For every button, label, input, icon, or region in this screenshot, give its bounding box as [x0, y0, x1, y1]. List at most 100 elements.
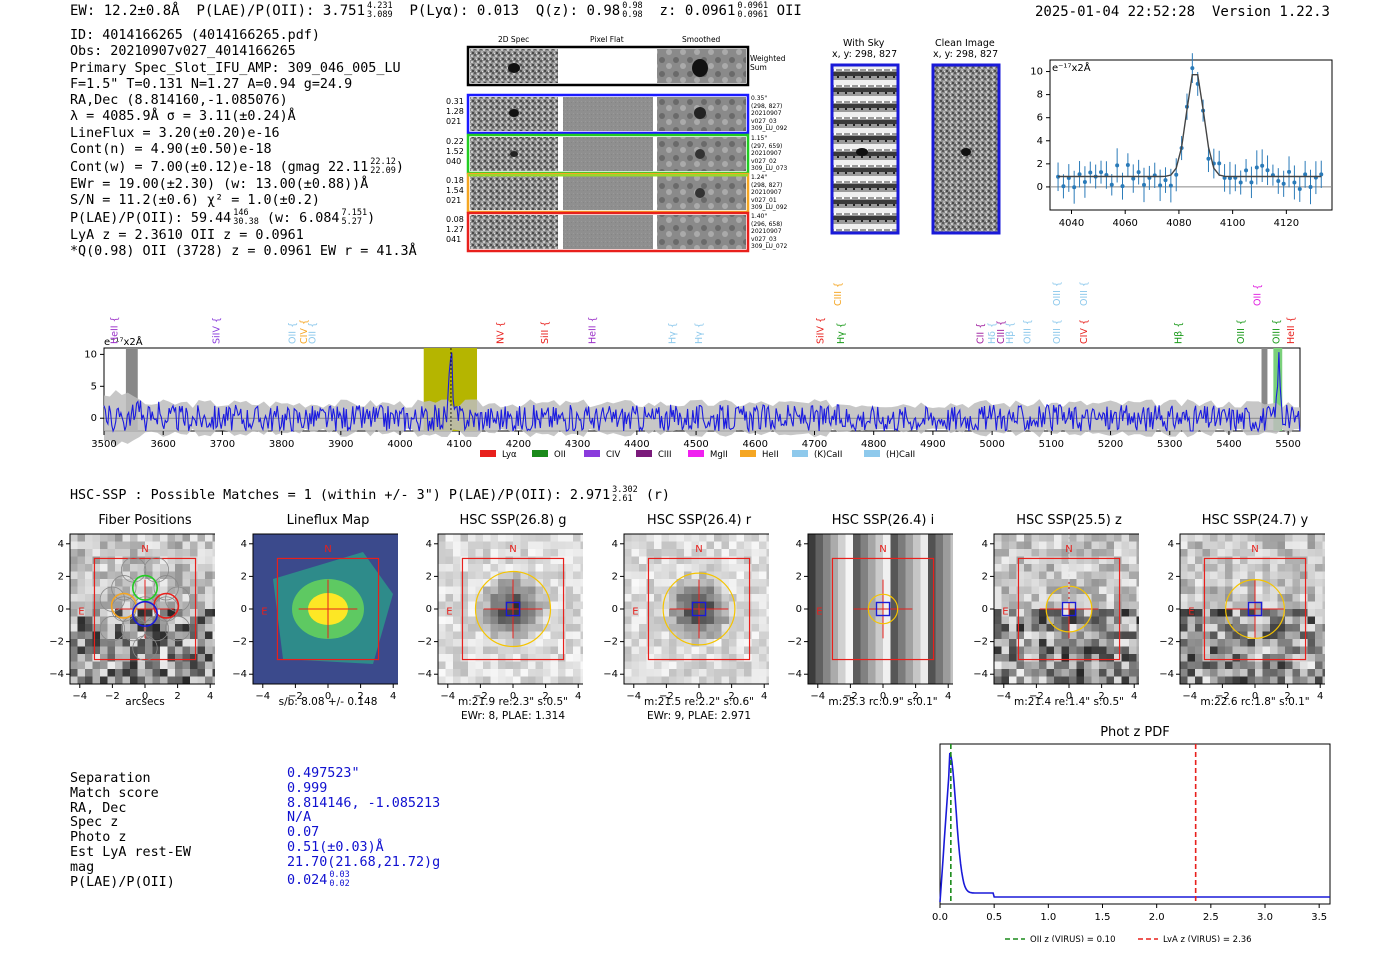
image-pixel [130, 541, 138, 550]
match-photo-z: 0.07 [287, 825, 320, 841]
image-pixel [699, 556, 707, 565]
image-pixel [1292, 564, 1301, 572]
image-pixel [1180, 549, 1188, 557]
image-pixel [823, 661, 831, 670]
image-pixel [1232, 631, 1241, 640]
image-pixel [631, 616, 640, 625]
image-pixel [573, 549, 581, 557]
panel-x-tick-label: 4 [575, 691, 581, 702]
image-pixel [1009, 669, 1017, 677]
image-pixel [453, 556, 461, 565]
image-pixel [77, 616, 86, 625]
image-pixel [624, 601, 632, 610]
image-pixel [1247, 594, 1256, 602]
panel-x-tick-label: 4 [1131, 691, 1137, 702]
image-pixel [122, 639, 131, 647]
image-pixel [744, 601, 752, 610]
spectrum-x-tick-label: 5100 [1039, 439, 1064, 450]
image-pixel [77, 549, 86, 557]
image-pixel [699, 631, 707, 640]
image-pixel [498, 594, 506, 602]
image-pixel [1210, 631, 1218, 640]
image-pixel [845, 661, 854, 670]
image-pixel [823, 541, 831, 550]
image-pixel [1121, 571, 1130, 580]
image-pixel [875, 661, 884, 670]
image-pixel [1285, 549, 1293, 557]
image-pixel [943, 601, 951, 610]
image-pixel [661, 601, 670, 610]
image-pixel [145, 609, 153, 617]
image-pixel [1084, 586, 1092, 595]
image-pixel [1255, 564, 1263, 572]
image-pixel [898, 639, 906, 647]
image-pixel [935, 571, 944, 580]
spectral-line-label: CIII { [996, 320, 1007, 344]
zoom-point [1297, 187, 1302, 192]
image-pixel [505, 579, 514, 587]
image-pixel [751, 631, 760, 640]
image-pixel [920, 661, 929, 670]
image-pixel [468, 579, 476, 587]
image-pixel [1232, 549, 1241, 557]
zoom-point [1190, 66, 1195, 71]
image-pixel [736, 571, 745, 580]
image-pixel [691, 631, 700, 640]
image-pixel [1054, 586, 1062, 595]
image-pixel [1277, 646, 1286, 655]
image-pixel [883, 631, 891, 640]
image-pixel [1300, 556, 1308, 565]
image-pixel [1076, 676, 1085, 685]
image-pixel [624, 654, 632, 662]
spectrum-x-tick-label: 5400 [1216, 439, 1241, 450]
zoom-point [1088, 170, 1093, 175]
legend-label: CIV [606, 450, 620, 460]
image-pixel [85, 624, 93, 632]
image-pixel [1307, 669, 1316, 677]
image-pixel [691, 601, 700, 610]
image-pixel [558, 639, 566, 647]
image-pixel [1009, 676, 1017, 685]
image-pixel [190, 669, 198, 677]
image-pixel [453, 631, 461, 640]
image-pixel [498, 541, 506, 550]
image-pixel [85, 631, 93, 640]
image-pixel [130, 564, 138, 572]
image-pixel [182, 534, 191, 542]
image-pixel [152, 631, 161, 640]
image-pixel [175, 676, 183, 685]
image-pixel [528, 616, 536, 625]
panel-caption: m:25.3 rc:0.9" s:0.1" [828, 696, 938, 708]
image-pixel [744, 594, 752, 602]
match-spec-z: N/A [287, 810, 312, 826]
image-pixel [490, 646, 499, 655]
image-pixel [70, 541, 78, 550]
zoom-point [1281, 181, 1286, 186]
image-pixel [1054, 639, 1062, 647]
image-pixel [580, 601, 583, 610]
compass-east: E [261, 607, 267, 618]
image-pixel [513, 631, 521, 640]
image-pixel [505, 534, 514, 542]
image-pixel [1031, 631, 1040, 640]
image-pixel [573, 646, 581, 655]
image-pixel [550, 624, 559, 632]
image-pixel [1285, 594, 1293, 602]
image-pixel [1217, 676, 1226, 685]
image-pixel [766, 601, 769, 610]
image-pixel [943, 609, 951, 617]
image-pixel [1195, 601, 1203, 610]
zoom-point [1217, 161, 1222, 166]
spectral-line-label: HeII { [110, 316, 121, 344]
image-pixel [160, 646, 168, 655]
aperture-box [1203, 557, 1307, 661]
image-pixel [1187, 631, 1196, 640]
image-pixel [890, 654, 899, 662]
image-pixel [1054, 669, 1062, 677]
image-pixel [490, 616, 499, 625]
image-pixel [890, 579, 899, 587]
zoom-point [1131, 176, 1136, 181]
image-pixel [543, 631, 551, 640]
image-pixel [928, 661, 936, 670]
image-pixel [808, 556, 816, 565]
